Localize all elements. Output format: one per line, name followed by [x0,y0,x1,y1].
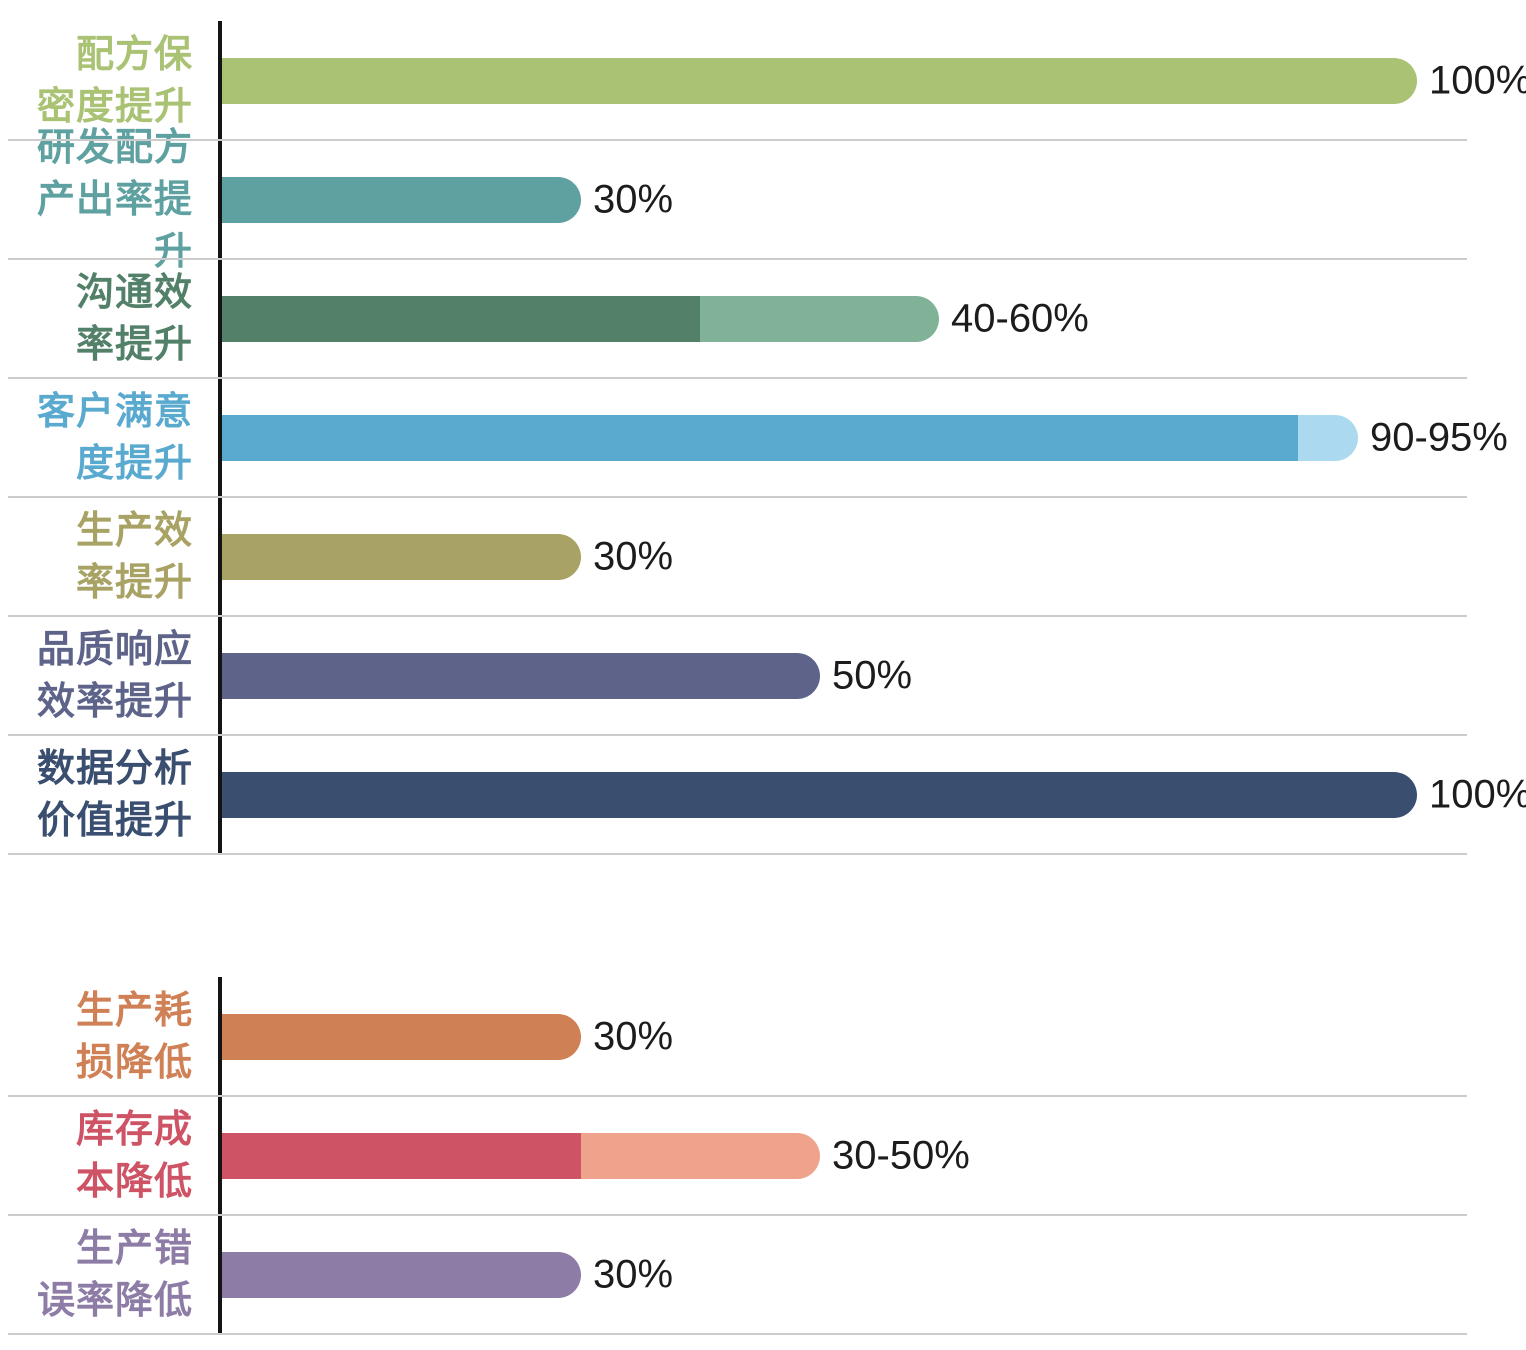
bar-main-segment [222,57,1417,104]
plot-area: 30-50% [218,1096,1526,1215]
bar-main-segment [222,652,820,699]
bar-range-extension-segment [700,295,939,342]
value-bar [222,414,1358,461]
chart-row: 配方保密度提升 100% [0,21,1526,141]
value-label: 90-95% [1370,415,1508,459]
category-label-line2: 率提升 [75,561,193,604]
category-label: 数据分析 价值提升 [0,735,207,854]
value-bar [222,1251,581,1298]
value-label: 100% [1429,772,1526,816]
category-label: 研发配方 产出率提升 [0,127,207,273]
chart-row: 库存成本降低 30-50% [0,1096,1526,1216]
category-label-line2: 价值提升 [36,799,193,842]
value-bar [222,533,581,580]
group-gap [0,854,1526,977]
category-label-line1: 沟通效 [75,271,193,314]
bar-main-segment [222,771,1417,818]
chart-row: 生产耗损降低 30% [0,977,1526,1097]
bar-range-extension-segment [1298,414,1358,461]
category-label-line2: 效率提升 [36,680,193,723]
chart-row: 研发配方产出率提升 30% [0,127,1526,273]
category-label-line1: 数据分析 [36,747,193,790]
category-label-line2: 度提升 [75,442,193,485]
plot-area: 90-95% [218,378,1526,497]
bar-range-extension-segment [581,1132,820,1179]
category-label-line1: 品质响应 [36,628,193,671]
value-label: 30% [593,1014,674,1058]
value-bar [222,652,820,699]
bar-main-segment [222,1132,581,1179]
bar-main-segment [222,176,581,223]
category-label-line1: 配方保 [75,33,193,76]
plot-area: 40-60% [218,259,1526,378]
value-bar [222,771,1417,818]
category-label-line1: 研发配方 [36,126,193,169]
category-label: 沟通效 率提升 [0,259,207,378]
bar-main-segment [222,1013,581,1060]
category-label-line2: 损降低 [75,1041,193,1084]
value-label: 40-60% [951,296,1089,340]
chart-row: 生产效率提升 30% [0,497,1526,617]
category-label: 配方保密度提升 [0,21,207,140]
chart-row: 生产错误率降低 30% [0,1215,1526,1335]
value-label: 30% [593,534,674,578]
value-bar [222,57,1417,104]
plot-area: 30% [218,140,1526,259]
category-label-line2: 误率降低 [36,1279,193,1322]
category-label: 生产效 率提升 [0,497,207,616]
plot-area: 30% [218,497,1526,616]
category-label-line1: 库存成 [75,1108,193,1151]
plot-area: 50% [218,616,1526,735]
category-label: 生产错误率降低 [0,1215,207,1334]
category-label-line2: 率提升 [75,323,193,366]
cost-decrease-group: 生产耗损降低 30% 库存成本降低 30-50% 生产错误率降低 30% [0,977,1526,1335]
category-label: 品质响应 效率提升 [0,616,207,735]
value-label: 30-50% [832,1133,970,1177]
value-label: 30% [593,1252,674,1296]
value-label: 100% [1429,58,1526,102]
value-bar [222,1013,581,1060]
value-label: 30% [593,177,674,221]
category-label-line1: 生产耗 [75,989,193,1032]
chart-row: 客户满意度提升 90-95% [0,378,1526,498]
category-label-line2: 本降低 [75,1160,193,1203]
category-label: 客户满意度提升 [0,378,207,497]
value-bar [222,295,939,342]
category-label-line1: 客户满意 [36,390,193,433]
value-bar [222,176,581,223]
category-label-line2: 密度提升 [36,85,193,128]
plot-area: 30% [218,1215,1526,1334]
bar-main-segment [222,533,581,580]
chart-row: 品质响应效率提升 50% [0,616,1526,736]
category-label: 生产耗 损降低 [0,977,207,1096]
chart-row: 沟通效率提升 40-60% [0,259,1526,379]
value-bar [222,1132,820,1179]
category-label-line1: 生产错 [75,1227,193,1270]
benefit-increase-group: 配方保密度提升 100% 研发配方产出率提升 30% 沟通效率提升 40-60% 客户满意度… [0,21,1526,855]
category-label-line2: 产出率提升 [36,178,193,273]
value-label: 50% [832,653,913,697]
plot-area: 30% [218,977,1526,1096]
bar-main-segment [222,295,700,342]
chart-row: 数据分析价值提升 100% [0,735,1526,855]
category-label-line1: 生产效 [75,509,193,552]
bar-main-segment [222,1251,581,1298]
plot-area: 100% [218,21,1526,140]
category-label: 库存成 本降低 [0,1096,207,1215]
plot-area: 100% [218,735,1526,854]
bar-main-segment [222,414,1298,461]
